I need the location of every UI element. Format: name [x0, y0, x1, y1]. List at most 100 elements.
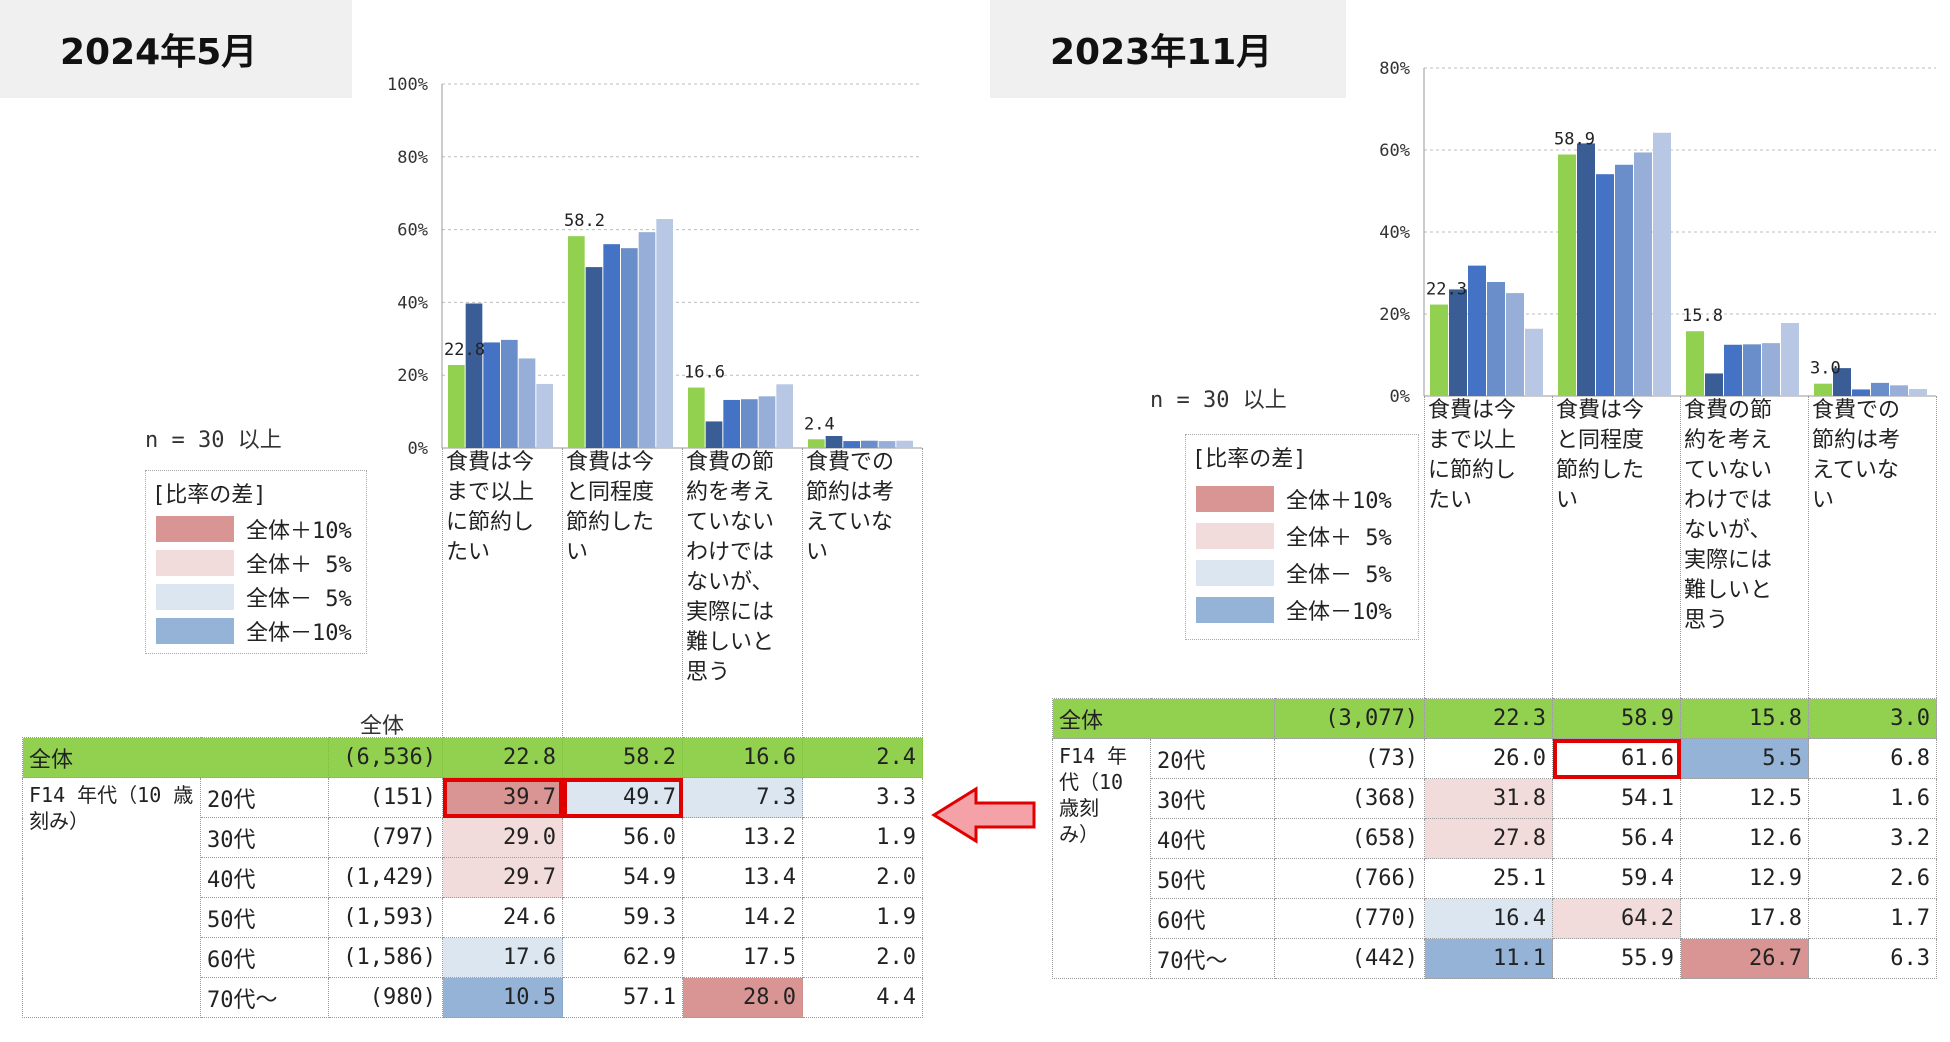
- group-label: F14 年代（10 歳刻み）: [22, 777, 201, 1018]
- bar-60代-cat4: [1909, 389, 1927, 396]
- legend-item-plus10: 全体＋10%: [156, 515, 352, 544]
- bar-40代-cat4: [1871, 382, 1889, 396]
- value-cell: 54.9: [562, 857, 684, 898]
- total-column-header: 全体: [360, 714, 405, 739]
- legend-swatch: [156, 516, 234, 542]
- data-label: 58.2: [564, 211, 605, 231]
- table-row: 50代 (766) 25.1 59.4 12.9 2.6: [1053, 858, 1938, 899]
- row-label: 20代: [1149, 738, 1276, 779]
- value-cell: 64.2: [1552, 898, 1682, 939]
- value-cell: 12.9: [1680, 858, 1810, 899]
- data-label: 22.8: [444, 340, 485, 360]
- y-tick-label: 0%: [1390, 387, 1410, 407]
- bar-全体-cat4: [808, 439, 825, 448]
- separator: [922, 448, 923, 736]
- table-row: F14 年代（10 歳刻み） 20代 (151) 39.7 49.7 7.3 3.3: [22, 777, 924, 1018]
- sample-size: (151): [328, 777, 444, 818]
- separator: [1680, 396, 1681, 698]
- category-label: 食費は今 と同程度 節約した い: [1556, 398, 1645, 513]
- data-label: 16.6: [684, 363, 725, 383]
- table-row: 70代〜 (980) 10.5 57.1 28.0 4.4: [23, 977, 924, 1018]
- category-label: 食費は今 まで以上 に節約し たい: [446, 450, 535, 565]
- value-cell: 2.6: [1808, 858, 1938, 899]
- row-label: 全体: [21, 737, 330, 778]
- panel-2024-05: 2024年5月 0% 20% 40% 60% 80% 100% 22.8 58.2 16.6 2.…: [0, 0, 930, 1042]
- bar-40代-cat4: [861, 440, 878, 448]
- category-label: 食費の節 約を考え ていない わけでは ないが、 実際には 難しいと 思う: [1684, 398, 1773, 633]
- row-label: 50代: [1149, 858, 1276, 899]
- table-row: 全体 (6,536) 22.8 58.2 16.6 2.4: [21, 737, 924, 778]
- table-row: 30代 (797) 29.0 56.0 13.2 1.9: [23, 817, 924, 858]
- value-cell: 58.2: [562, 737, 684, 778]
- data-label: 22.3: [1426, 280, 1467, 300]
- separator: [682, 448, 683, 736]
- legend-item-plus5: 全体＋ 5%: [156, 549, 352, 578]
- value-cell: 58.9: [1552, 698, 1682, 739]
- value-cell: 1.7: [1808, 898, 1938, 939]
- row-label: 40代: [199, 857, 330, 898]
- sample-size: (766): [1274, 858, 1426, 899]
- y-tick-label: 100%: [387, 75, 428, 95]
- bar-全体-cat2: [568, 236, 585, 448]
- value-cell: 22.8: [442, 737, 564, 778]
- value-cell: 7.3: [682, 777, 804, 818]
- table-row: 60代 (770) 16.4 64.2 17.8 1.7: [1053, 898, 1938, 939]
- legend-item-minus10: 全体－10%: [1196, 596, 1392, 625]
- y-tick-label: 80%: [1379, 59, 1410, 79]
- value-cell: 55.9: [1552, 938, 1682, 979]
- bar-60代-cat4: [896, 440, 913, 448]
- value-cell: 1.9: [802, 817, 924, 858]
- category-label: 食費での 節約は考 えていな い: [1812, 398, 1901, 513]
- row-label: 40代: [1149, 818, 1276, 859]
- panel-title: 2023年11月: [990, 0, 1346, 98]
- row-label: 60代: [1149, 898, 1276, 939]
- sample-size: (442): [1274, 938, 1426, 979]
- row-label: 全体: [1051, 698, 1276, 739]
- comparison-arrow: [931, 786, 1036, 844]
- y-tick-label: 60%: [397, 221, 428, 241]
- legend-swatch: [156, 550, 234, 576]
- value-cell: 6.8: [1808, 738, 1938, 779]
- value-cell: 27.8: [1424, 818, 1554, 859]
- separator: [442, 448, 443, 736]
- bar-60代-cat1: [1525, 328, 1543, 396]
- bar-30代-cat3: [723, 399, 740, 448]
- legend-swatch: [1196, 597, 1274, 623]
- value-cell: 6.3: [1808, 938, 1938, 979]
- legend-item-plus5: 全体＋ 5%: [1196, 522, 1392, 551]
- category-labels: 食費は今 まで以上 に節約し たい 食費は今 と同程度 節約した い 食費の節 …: [442, 448, 923, 736]
- bar-30代-cat3: [1724, 344, 1742, 396]
- bar-30代-cat1: [1468, 265, 1486, 396]
- value-cell: 49.7: [562, 777, 684, 818]
- panel-2023-11: 2023年11月 0% 20% 40% 60% 80% 22.3 58.9 15.8 3.0 n…: [990, 0, 1950, 1042]
- bar-60代-cat1: [536, 383, 553, 448]
- sample-size: (73): [1274, 738, 1426, 779]
- category-label: 食費の節 約を考え ていない わけでは ないが、 実際には 難しいと 思う: [686, 450, 775, 685]
- y-tick-label: 20%: [397, 366, 428, 386]
- row-label: 30代: [199, 817, 330, 858]
- bar-全体-cat4: [1814, 383, 1832, 396]
- bar-20代-cat4: [825, 435, 843, 448]
- data-label: 2.4: [804, 414, 835, 434]
- legend-swatch: [1196, 486, 1274, 512]
- y-tick-label: 60%: [1379, 141, 1410, 161]
- bar-50代-cat3: [1762, 343, 1780, 396]
- table-row: 70代〜 (442) 11.1 55.9 26.7 6.3: [1053, 938, 1938, 979]
- value-cell: 22.3: [1424, 698, 1554, 739]
- value-cell: 56.4: [1552, 818, 1682, 859]
- bar-60代-cat3: [1781, 323, 1799, 396]
- value-cell: 17.8: [1680, 898, 1810, 939]
- bar-30代-cat1: [483, 342, 500, 448]
- value-cell: 54.1: [1552, 778, 1682, 819]
- data-table-2023-11: 全体 (3,077) 22.3 58.9 15.8 3.0 F14 年 代（10 歳刻 み）…: [1051, 698, 1938, 979]
- separator: [1808, 396, 1809, 698]
- bar-chart-2024-05: 0% 20% 40% 60% 80% 100% 22.8 58.2 16.6 2.4: [387, 75, 922, 459]
- bar-50代-cat4: [1890, 385, 1908, 396]
- sample-size: (1,586): [328, 937, 444, 978]
- data-label: 58.9: [1554, 130, 1595, 150]
- bar-全体-cat2: [1558, 154, 1576, 396]
- bar-20代-cat4: [1833, 368, 1851, 396]
- value-cell: 12.5: [1680, 778, 1810, 819]
- value-cell: 28.0: [682, 977, 804, 1018]
- value-cell: 26.7: [1680, 938, 1810, 979]
